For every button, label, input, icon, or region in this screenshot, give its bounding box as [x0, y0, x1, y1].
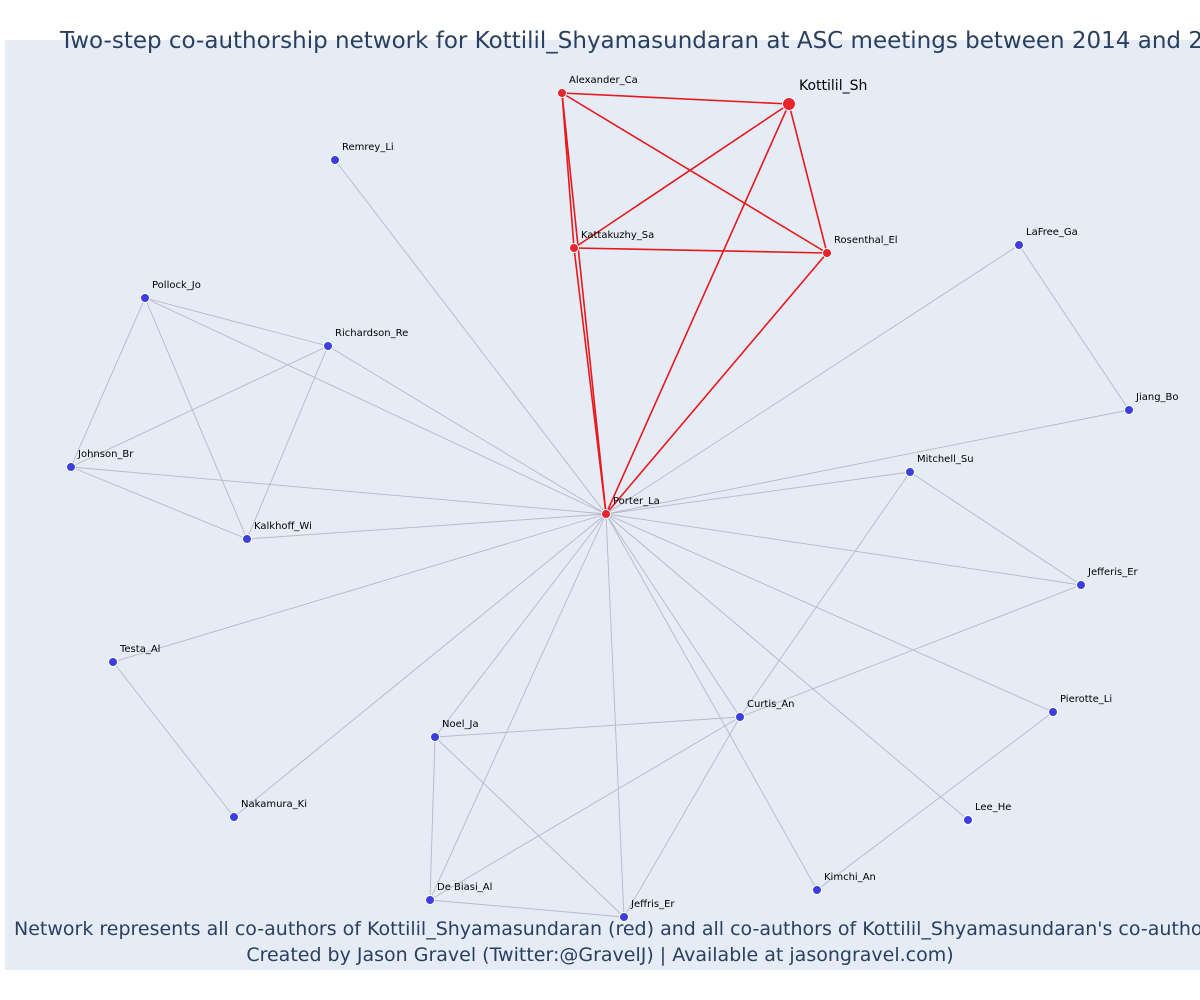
caption-line-2: Created by Jason Gravel (Twitter:@Gravel…	[246, 944, 954, 966]
edge-curtis-an-jeffris-er	[623, 716, 741, 918]
node-label-mitchell-su: Mitchell_Su	[917, 454, 974, 465]
node-label-lee-he: Lee_He	[975, 802, 1011, 813]
node-curtis-an[interactable]	[735, 712, 745, 722]
node-pierotte-li[interactable]	[1048, 707, 1058, 717]
edge-noel-ja-jeffris-er	[434, 736, 625, 918]
edge-noel-ja-de-biasi-al	[429, 736, 436, 901]
node-label-kattakuzhy-sa: Kattakuzhy_Sa	[581, 230, 654, 241]
edge-pollock-jo-kalkhoff-wi	[144, 297, 248, 540]
node-label-nakamura-ki: Nakamura_Ki	[241, 799, 307, 810]
edge-porter-la-de-biasi-al	[429, 513, 607, 901]
label-layer: Kottilil_Sh Alexander_Ca Kattakuzhy_Sa Rose…	[77, 75, 1179, 910]
edge-porter-la-noel-ja	[434, 513, 607, 738]
edge-de-biasi-al-jeffris-er	[429, 899, 625, 918]
node-jeffris-er[interactable]	[619, 912, 629, 922]
edge-porter-la-nakamura-ki	[233, 513, 607, 818]
page-title: Two-step co-authorship network for Kotti…	[60, 28, 1200, 54]
node-kalkhoff-wi[interactable]	[242, 534, 252, 544]
edge-mitchell-su-jefferis-er	[909, 471, 1082, 586]
edge-curtis-an-de-biasi-al	[429, 716, 741, 901]
node-de-biasi-al[interactable]	[425, 895, 435, 905]
edge-porter-la-lafree-ga	[605, 244, 1020, 515]
plot-background	[5, 40, 1200, 970]
node-label-de-biasi-al: De Biasi_Al	[437, 882, 492, 893]
caption-line-1: Network represents all co-authors of Kot…	[14, 918, 1200, 940]
node-layer	[66, 88, 1134, 922]
node-label-kimchi-an: Kimchi_An	[824, 872, 876, 883]
edge-alexander-ca-kottilil-sh	[561, 92, 790, 105]
edge-kattakuzhy-sa-porter-la	[573, 247, 607, 515]
edge-porter-la-kimchi-an	[605, 513, 818, 891]
edge-mitchell-su-curtis-an	[739, 471, 911, 718]
node-label-rosenthal-el: Rosenthal_El	[834, 235, 898, 246]
node-label-pierotte-li: Pierotte_Li	[1060, 694, 1112, 705]
node-label-remrey-li: Remrey_Li	[342, 142, 394, 153]
node-label-jeffris-er: Jeffris_Er	[630, 899, 675, 910]
node-label-alexander-ca: Alexander_Ca	[569, 75, 638, 86]
edge-porter-la-lee-he	[605, 513, 969, 821]
edge-jefferis-er-curtis-an	[739, 584, 1082, 718]
node-kimchi-an[interactable]	[812, 885, 822, 895]
edge-richardson-re-johnson-br	[70, 345, 329, 468]
edge-porter-la-pollock-jo	[144, 297, 607, 515]
node-testa-al[interactable]	[108, 657, 118, 667]
node-kattakuzhy-sa[interactable]	[569, 243, 579, 253]
edge-porter-la-jeffris-er	[605, 513, 625, 918]
node-label-pollock-jo: Pollock_Jo	[152, 280, 201, 291]
node-porter-la[interactable]	[601, 509, 611, 519]
node-pollock-jo[interactable]	[140, 293, 150, 303]
node-label-noel-ja: Noel_Ja	[442, 719, 479, 730]
edge-kattakuzhy-sa-rosenthal-el	[573, 247, 828, 254]
edge-pollock-jo-johnson-br	[70, 297, 146, 468]
edge-testa-al-nakamura-ki	[112, 661, 235, 818]
node-label-jiang-bo: Jiang_Bo	[1135, 392, 1179, 403]
edge-alexander-ca-rosenthal-el	[561, 92, 828, 254]
node-jefferis-er[interactable]	[1076, 580, 1086, 590]
edge-porter-la-remrey-li	[334, 159, 607, 515]
node-label-jefferis-er: Jefferis_Er	[1087, 567, 1139, 578]
edge-porter-la-curtis-an	[605, 513, 741, 718]
edge-porter-la-jefferis-er	[605, 513, 1082, 586]
node-noel-ja[interactable]	[430, 732, 440, 742]
node-label-lafree-ga: LaFree_Ga	[1026, 227, 1078, 238]
edge-rosenthal-el-porter-la	[605, 252, 828, 515]
edge-porter-la-johnson-br	[70, 466, 607, 515]
node-lee-he[interactable]	[963, 815, 973, 825]
node-label-kottilil-sh: Kottilil_Sh	[799, 78, 867, 94]
edge-richardson-re-kalkhoff-wi	[246, 345, 329, 540]
edge-layer	[70, 92, 1130, 918]
node-label-curtis-an: Curtis_An	[747, 699, 795, 710]
node-label-porter-la: Porter_La	[613, 496, 660, 507]
node-label-kalkhoff-wi: Kalkhoff_Wi	[254, 521, 312, 532]
node-johnson-br[interactable]	[66, 462, 76, 472]
node-remrey-li[interactable]	[330, 155, 340, 165]
edge-pollock-jo-richardson-re	[144, 297, 329, 347]
edge-noel-ja-curtis-an	[434, 716, 741, 738]
edge-pierotte-li-kimchi-an	[816, 711, 1054, 891]
node-richardson-re[interactable]	[323, 341, 333, 351]
node-label-johnson-br: Johnson_Br	[77, 449, 134, 460]
node-jiang-bo[interactable]	[1124, 405, 1134, 415]
edge-porter-la-kalkhoff-wi	[246, 513, 607, 540]
node-label-testa-al: Testa_Al	[119, 644, 160, 655]
edge-johnson-br-kalkhoff-wi	[70, 466, 248, 540]
node-rosenthal-el[interactable]	[822, 248, 832, 258]
edge-alexander-ca-porter-la	[561, 92, 607, 515]
edge-kottilil-sh-kattakuzhy-sa	[573, 103, 790, 249]
edge-kottilil-sh-rosenthal-el	[788, 103, 828, 254]
edge-porter-la-mitchell-su	[605, 471, 911, 515]
node-alexander-ca[interactable]	[557, 88, 567, 98]
edge-lafree-ga-jiang-bo	[1018, 244, 1130, 411]
node-mitchell-su[interactable]	[905, 467, 915, 477]
edge-porter-la-jiang-bo	[605, 409, 1130, 515]
node-kottilil-sh[interactable]	[782, 97, 796, 111]
node-nakamura-ki[interactable]	[229, 812, 239, 822]
node-lafree-ga[interactable]	[1014, 240, 1024, 250]
edge-porter-la-richardson-re	[327, 345, 607, 515]
edge-porter-la-testa-al	[112, 513, 607, 663]
edge-porter-la-pierotte-li	[605, 513, 1054, 713]
edge-kottilil-sh-porter-la	[605, 103, 790, 515]
node-label-richardson-re: Richardson_Re	[335, 328, 408, 339]
